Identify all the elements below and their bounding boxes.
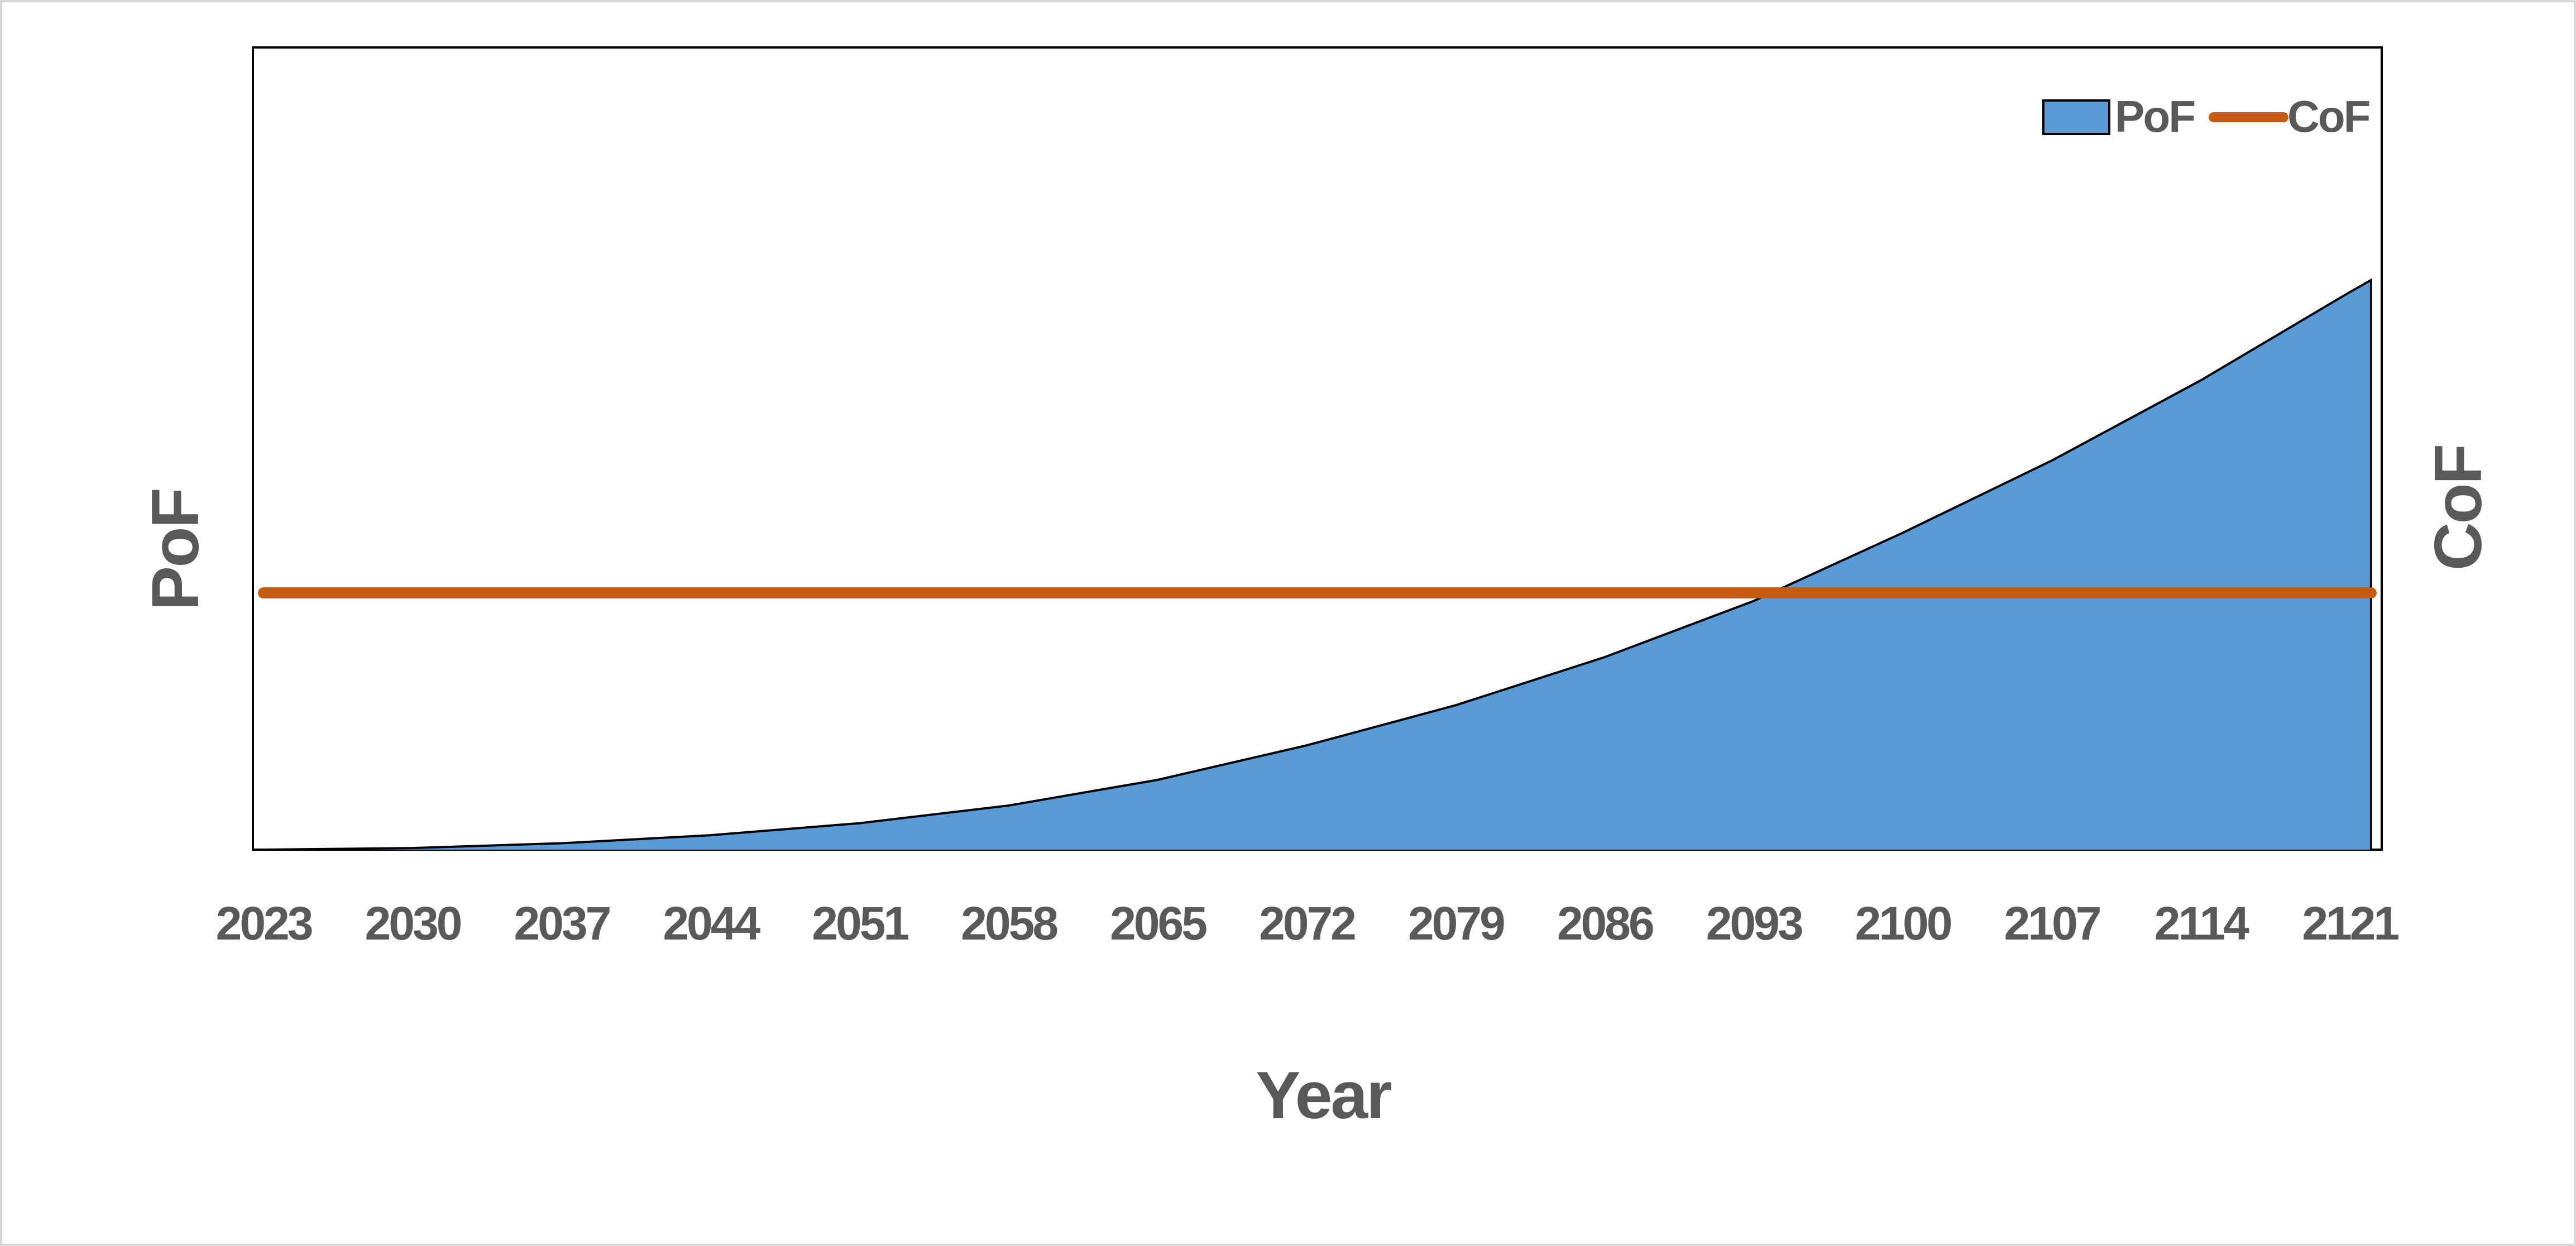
x-tick-label: 2051 bbox=[812, 897, 908, 950]
x-tick-label: 2093 bbox=[1706, 897, 1802, 950]
right-y-axis-title: CoF bbox=[2421, 445, 2496, 571]
legend: PoF CoF bbox=[2042, 92, 2371, 141]
x-axis-title: Year bbox=[1256, 1058, 1391, 1133]
x-tick-label: 2065 bbox=[1110, 897, 1206, 950]
x-tick-label: 2058 bbox=[961, 897, 1057, 950]
x-tick-label: 2023 bbox=[216, 897, 312, 950]
x-tick-label: 2079 bbox=[1408, 897, 1504, 950]
x-tick-label: 2107 bbox=[2004, 897, 2100, 950]
x-tick-label: 2037 bbox=[514, 897, 610, 950]
legend-label-cof: CoF bbox=[2287, 92, 2369, 141]
x-tick-label: 2030 bbox=[365, 897, 461, 950]
x-tick-label: 2072 bbox=[1259, 897, 1355, 950]
left-y-axis-title: PoF bbox=[138, 489, 213, 611]
pof-area bbox=[264, 280, 2371, 850]
x-tick-label: 2044 bbox=[663, 897, 760, 950]
x-tick-label: 2100 bbox=[1855, 897, 1951, 950]
pof-area-outline bbox=[264, 278, 2372, 851]
x-tick-label: 2086 bbox=[1557, 897, 1653, 950]
legend-label-pof: PoF bbox=[2115, 92, 2194, 141]
x-tick-label: 2121 bbox=[2302, 897, 2398, 950]
x-axis-tick-labels: 2023 2030 2037 2044 2051 2058 2065 2072 2079 2086… bbox=[216, 897, 2401, 950]
x-tick-label: 2114 bbox=[2154, 897, 2250, 950]
series-layer bbox=[258, 278, 2377, 851]
legend-swatch-pof bbox=[2042, 99, 2110, 135]
